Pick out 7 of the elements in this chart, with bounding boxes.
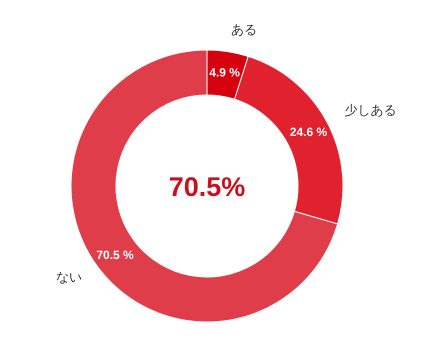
slice-label: ない [56,270,82,285]
data-label: 4.9 % [209,65,240,80]
slice-label: 少しある [344,102,397,118]
data-label: 24.6 % [290,124,328,139]
text: 70.5% [168,172,246,202]
slice-label: ある [230,22,257,37]
data-label: 70.5 % [96,248,134,262]
